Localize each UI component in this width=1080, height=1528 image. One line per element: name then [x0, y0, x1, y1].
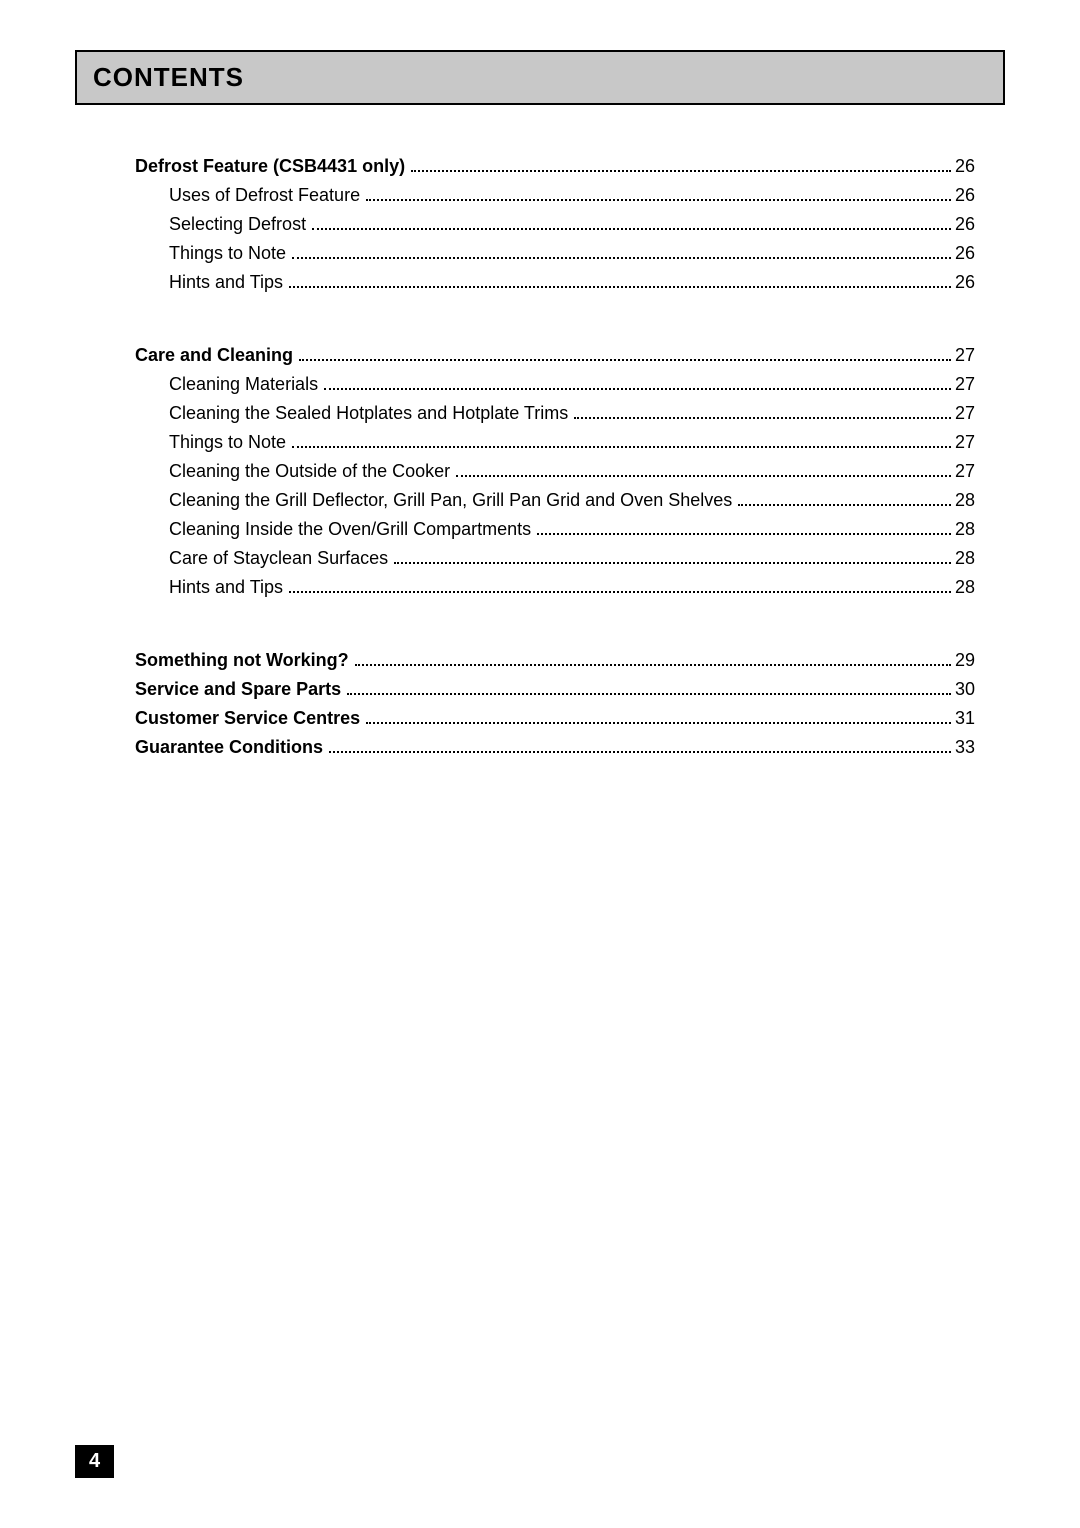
- toc-label: Service and Spare Parts: [135, 676, 341, 703]
- toc-leader-dots: [289, 591, 951, 593]
- toc-row: Something not Working? 29: [135, 647, 975, 674]
- toc-page: 27: [955, 342, 975, 369]
- toc-page: 29: [955, 647, 975, 674]
- toc-page: 26: [955, 211, 975, 238]
- page-number: 4: [75, 1445, 114, 1478]
- toc-label: Uses of Defrost Feature: [169, 182, 360, 209]
- toc-row: Things to Note 26: [169, 240, 975, 267]
- toc-leader-dots: [738, 504, 951, 506]
- toc-leader-dots: [329, 751, 951, 753]
- toc-page: 26: [955, 182, 975, 209]
- toc-page: 33: [955, 734, 975, 761]
- toc-label: Cleaning the Sealed Hotplates and Hotpla…: [169, 400, 568, 427]
- toc-container: Defrost Feature (CSB4431 only)26Uses of …: [75, 153, 1005, 761]
- toc-row: Cleaning Materials 27: [169, 371, 975, 398]
- toc-page: 28: [955, 545, 975, 572]
- toc-page: 30: [955, 676, 975, 703]
- toc-page: 31: [955, 705, 975, 732]
- toc-leader-dots: [366, 722, 951, 724]
- contents-header: CONTENTS: [75, 50, 1005, 105]
- toc-leader-dots: [324, 388, 951, 390]
- toc-label: Customer Service Centres: [135, 705, 360, 732]
- toc-row: Cleaning Inside the Oven/Grill Compartme…: [169, 516, 975, 543]
- toc-label: Care of Stayclean Surfaces: [169, 545, 388, 572]
- toc-label: Cleaning the Outside of the Cooker: [169, 458, 450, 485]
- toc-label: Selecting Defrost: [169, 211, 306, 238]
- toc-page: 27: [955, 429, 975, 456]
- toc-row: Care of Stayclean Surfaces 28: [169, 545, 975, 572]
- toc-leader-dots: [289, 286, 951, 288]
- toc-label: Hints and Tips: [169, 574, 283, 601]
- toc-section: Defrost Feature (CSB4431 only)26Uses of …: [135, 153, 975, 296]
- toc-row: Service and Spare Parts 30: [135, 676, 975, 703]
- toc-label: Cleaning the Grill Deflector, Grill Pan,…: [169, 487, 732, 514]
- toc-page: 28: [955, 574, 975, 601]
- toc-page: 27: [955, 371, 975, 398]
- toc-row: Customer Service Centres 31: [135, 705, 975, 732]
- toc-leader-dots: [411, 170, 951, 172]
- toc-leader-dots: [394, 562, 951, 564]
- toc-leader-dots: [312, 228, 951, 230]
- toc-label: Guarantee Conditions: [135, 734, 323, 761]
- toc-leader-dots: [299, 359, 951, 361]
- toc-row: Guarantee Conditions 33: [135, 734, 975, 761]
- toc-row: Things to Note 27: [169, 429, 975, 456]
- toc-label: Care and Cleaning: [135, 342, 293, 369]
- toc-row: Care and Cleaning 27: [135, 342, 975, 369]
- toc-page: 26: [955, 240, 975, 267]
- toc-section: Care and Cleaning27Cleaning Materials27C…: [135, 342, 975, 601]
- toc-row: Hints and Tips 26: [169, 269, 975, 296]
- toc-label: Defrost Feature (CSB4431 only): [135, 153, 405, 180]
- toc-row: Selecting Defrost 26: [169, 211, 975, 238]
- toc-leader-dots: [292, 257, 951, 259]
- toc-leader-dots: [537, 533, 951, 535]
- toc-row: Hints and Tips 28: [169, 574, 975, 601]
- toc-row: Cleaning the Grill Deflector, Grill Pan,…: [169, 487, 975, 514]
- toc-label: Cleaning Inside the Oven/Grill Compartme…: [169, 516, 531, 543]
- toc-page: 28: [955, 516, 975, 543]
- toc-page: 28: [955, 487, 975, 514]
- toc-label: Cleaning Materials: [169, 371, 318, 398]
- toc-page: 26: [955, 153, 975, 180]
- toc-leader-dots: [355, 664, 951, 666]
- toc-row: Defrost Feature (CSB4431 only) 26: [135, 153, 975, 180]
- toc-row: Cleaning the Sealed Hotplates and Hotpla…: [169, 400, 975, 427]
- toc-leader-dots: [456, 475, 951, 477]
- toc-leader-dots: [347, 693, 951, 695]
- toc-leader-dots: [292, 446, 951, 448]
- toc-row: Uses of Defrost Feature 26: [169, 182, 975, 209]
- toc-page: 27: [955, 458, 975, 485]
- toc-label: Something not Working?: [135, 647, 349, 674]
- toc-page: 27: [955, 400, 975, 427]
- toc-label: Things to Note: [169, 429, 286, 456]
- toc-leader-dots: [366, 199, 951, 201]
- contents-title: CONTENTS: [93, 62, 987, 93]
- toc-page: 26: [955, 269, 975, 296]
- toc-leader-dots: [574, 417, 951, 419]
- toc-section: Something not Working?29Service and Spar…: [135, 647, 975, 761]
- toc-row: Cleaning the Outside of the Cooker 27: [169, 458, 975, 485]
- toc-label: Hints and Tips: [169, 269, 283, 296]
- toc-label: Things to Note: [169, 240, 286, 267]
